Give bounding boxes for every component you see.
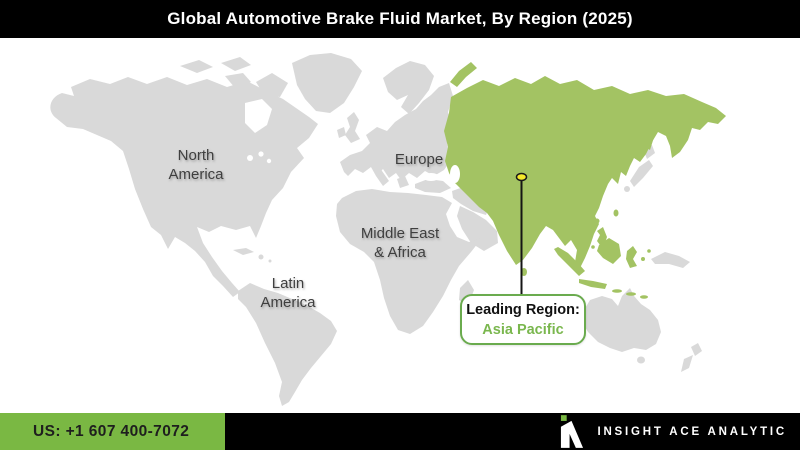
leading-region-label: Leading Region: [466, 301, 580, 318]
insight-ace-logo-icon [561, 415, 584, 448]
map-label-middle-east-africa: Middle East & Africa [361, 224, 439, 262]
footer-bar: US: +1 607 400-7072 INSIGHT ACE ANALYTIC [0, 413, 800, 450]
label-line: & Africa [374, 244, 426, 261]
map-label-europe: Europe [395, 150, 443, 169]
continent-north-america [50, 57, 319, 297]
title-bar: Global Automotive Brake Fluid Market, By… [0, 0, 800, 38]
brand-lockup: INSIGHT ACE ANALYTIC [559, 415, 800, 448]
continent-south-america [233, 248, 337, 406]
leading-region-callout: Leading Region: Asia Pacific [460, 294, 586, 345]
page-title: Global Automotive Brake Fluid Market, By… [167, 9, 633, 28]
water [245, 99, 460, 183]
label-line: North [177, 147, 215, 164]
island-new-guinea [651, 252, 690, 268]
continent-australia [581, 288, 661, 364]
region-asia-pacific-highlight [444, 62, 726, 299]
label-line: America [168, 166, 224, 183]
phone-badge: US: +1 607 400-7072 [0, 413, 225, 450]
map-label-latin-america: Latin America [260, 274, 315, 312]
island-greenland [292, 53, 362, 113]
label-line: America [260, 294, 316, 311]
label-line: Middle East [360, 225, 440, 242]
location-pin-icon [515, 172, 528, 182]
label-line: Latin [271, 275, 305, 292]
map-label-north-america: North America [168, 146, 223, 184]
label-line: Europe [394, 151, 444, 168]
brand-name: INSIGHT ACE ANALYTIC [597, 425, 787, 438]
leading-region-value: Asia Pacific [482, 321, 564, 338]
continent-europe [337, 61, 453, 188]
island-new-zealand [681, 343, 702, 372]
